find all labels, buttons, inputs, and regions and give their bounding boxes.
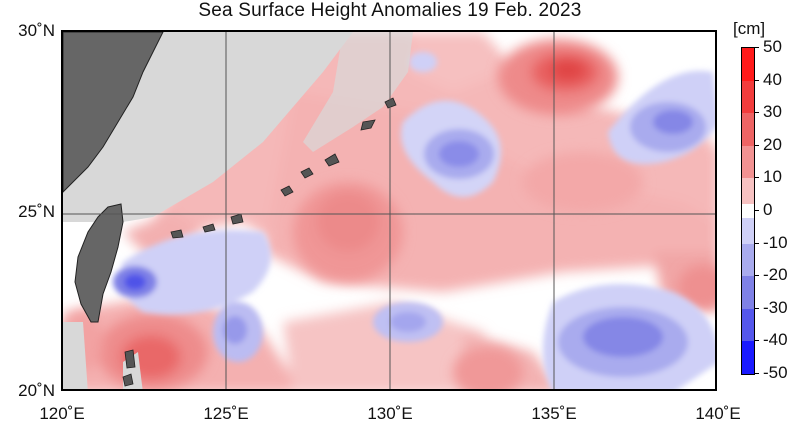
lat-label-30n: 30˚N [18,21,55,40]
colorbar-tick [754,242,759,244]
colorbar-tick [754,47,759,48]
colorbar-zero-band [742,204,754,218]
colorbar-band [742,341,754,374]
colorbar-band [742,178,754,211]
colorbar-tick [754,210,759,211]
colorbar-band [742,243,754,277]
colorbar-label: 20 [763,134,782,154]
colorbar-label: -30 [763,297,788,317]
graticule [63,32,715,389]
colorbar [741,47,755,375]
colorbar-band [742,276,754,309]
colorbar-band [742,80,754,114]
colorbar-label: -10 [763,232,788,252]
colorbar-tick [754,340,759,342]
map-canvas [63,32,715,389]
lon-label-125e: 125˚E [203,404,249,423]
colorbar-band [742,145,754,179]
colorbar-label: 30 [763,102,782,122]
colorbar-tick [754,144,759,146]
lat-label-20n: 20˚N [18,381,55,400]
positive-anomalies [63,39,715,389]
colorbar-label: 0 [763,200,773,219]
lon-label-130e: 130˚E [367,404,413,423]
ssh-anomaly-map [61,30,717,391]
colorbar-band [742,48,754,81]
lat-label-25n: 25˚N [18,202,55,221]
colorbar-tick [754,373,759,374]
colorbar-tick [754,275,759,277]
colorbar-tick [754,112,759,114]
taiwan-island [74,203,124,323]
colorbar-label: 10 [763,167,782,187]
colorbar-label: 40 [763,69,782,89]
map-title: Sea Surface Height Anomalies 19 Feb. 202… [198,0,582,21]
colorbar-tick [754,177,759,179]
colorbar-tick [754,307,759,309]
colorbar-band [742,210,754,244]
lon-label-120e: 120˚E [39,404,85,423]
colorbar-band [742,308,754,342]
colorbar-band [742,113,754,146]
lon-label-140e: 140˚E [695,404,741,423]
colorbar-label: -50 [763,363,788,382]
land-masses [63,32,397,387]
colorbar-label: -20 [763,265,788,285]
lon-label-135e: 135˚E [531,404,577,423]
colorbar-label: -40 [763,330,788,350]
colorbar-label: 50 [763,37,782,56]
colorbar-unit: [cm] [733,19,766,38]
colorbar-tick [754,79,759,81]
